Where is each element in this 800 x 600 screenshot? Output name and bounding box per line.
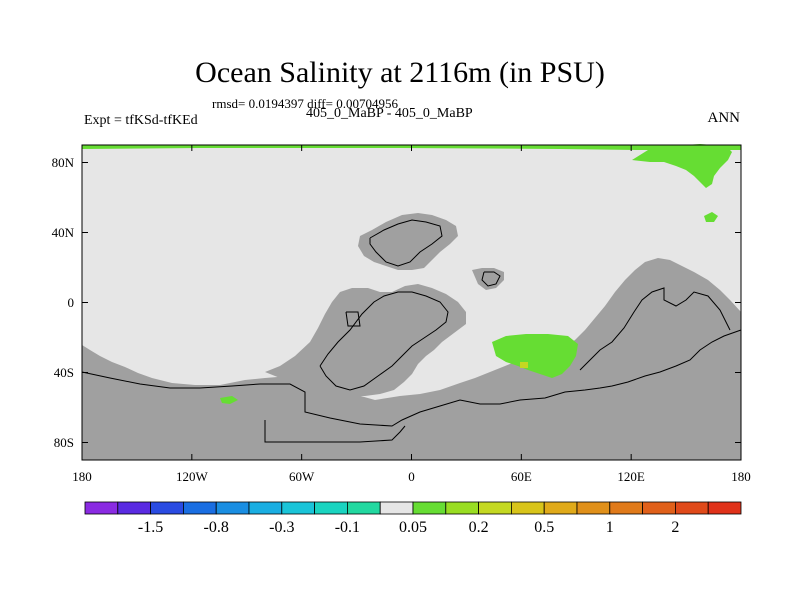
antarctic-coast (81, 329, 742, 427)
season-label: ANN (707, 110, 741, 126)
lat-tick-label: 0 (67, 294, 75, 310)
colorbar-label: 0.5 (534, 519, 555, 536)
colorbar-swatch (117, 501, 152, 515)
colorbar-swatch (248, 501, 283, 515)
longitude-ticks (81, 145, 742, 460)
colorbar-swatch (609, 501, 643, 515)
plot-title: Ocean Salinity at 2116m (in PSU) (195, 56, 605, 89)
colorbar-label: -0.1 (334, 519, 361, 536)
plot-subtitle: rmsd= 0.0194397 diff= 0.00704956 (212, 96, 398, 111)
lat-tick-label: 40S (53, 364, 74, 380)
colorbar-swatch (576, 501, 611, 515)
colorbar-swatch (379, 501, 414, 515)
island-coast (481, 271, 501, 287)
lat-tick-label: 40N (51, 224, 74, 240)
colorbar-label: -1.5 (137, 519, 164, 536)
lon-tick-label: 120W (175, 469, 208, 484)
lat-tick-label: 80N (51, 154, 74, 170)
antarctic-ridge (579, 287, 731, 371)
lon-tick-label: 60E (510, 469, 532, 484)
colorbar-swatch (707, 501, 742, 515)
colorbar-label: -0.8 (203, 519, 229, 536)
colorbar-swatch (543, 501, 578, 515)
latitude-ticks (82, 162, 741, 443)
coastlines (81, 219, 742, 443)
colorbar-label: 0.05 (399, 519, 427, 536)
colorbar-swatch (445, 501, 479, 515)
colorbar-label: 2 (671, 519, 680, 536)
colorbar-swatch (215, 501, 250, 515)
colorbar-swatch (412, 501, 447, 515)
colorbar-swatch (510, 501, 545, 515)
south-america-coast (319, 291, 449, 391)
experiment-label: Expt = tfKSd-tfKEd (84, 113, 198, 128)
colorbar-swatch (281, 501, 315, 515)
colorbar-label: 0.2 (468, 519, 489, 536)
center-label: 405_0_MaBP - 405_0_MaBP (306, 106, 473, 121)
lat-tick-label: 80S (53, 434, 74, 450)
south-pacific-small-patch (220, 396, 238, 404)
lon-tick-label: 180 (731, 469, 751, 484)
colorbar-swatch (84, 501, 119, 515)
south-coast-inner (264, 420, 406, 443)
colorbar-swatch (675, 501, 709, 515)
map-panel (81, 144, 742, 461)
northeast-anomaly (632, 144, 732, 188)
northern-landmass (358, 213, 458, 270)
colorbar-swatch (642, 501, 676, 515)
southern-ocean-anomaly (492, 334, 578, 378)
colorbar-swatch (346, 501, 381, 515)
colorbar-swatch (182, 501, 217, 515)
colorbar-label: 1 (605, 519, 614, 536)
colorbar-swatch (478, 501, 512, 515)
colorbar-label: -0.3 (269, 519, 295, 536)
anomaly-core (520, 362, 528, 368)
lon-tick-label: 120E (617, 469, 645, 484)
northeast-small-patch (704, 212, 718, 222)
colorbar-swatch (150, 501, 184, 515)
inner-lake (345, 311, 361, 327)
colorbar-swatch (314, 501, 348, 515)
northern-coast (369, 219, 443, 267)
lon-tick-label: 0 (408, 469, 415, 484)
lon-tick-label: 60W (289, 469, 315, 484)
south-america-landmass (265, 284, 466, 396)
antarctica (82, 258, 741, 460)
colorbar (84, 501, 742, 515)
lon-tick-label: 180 (72, 469, 92, 484)
